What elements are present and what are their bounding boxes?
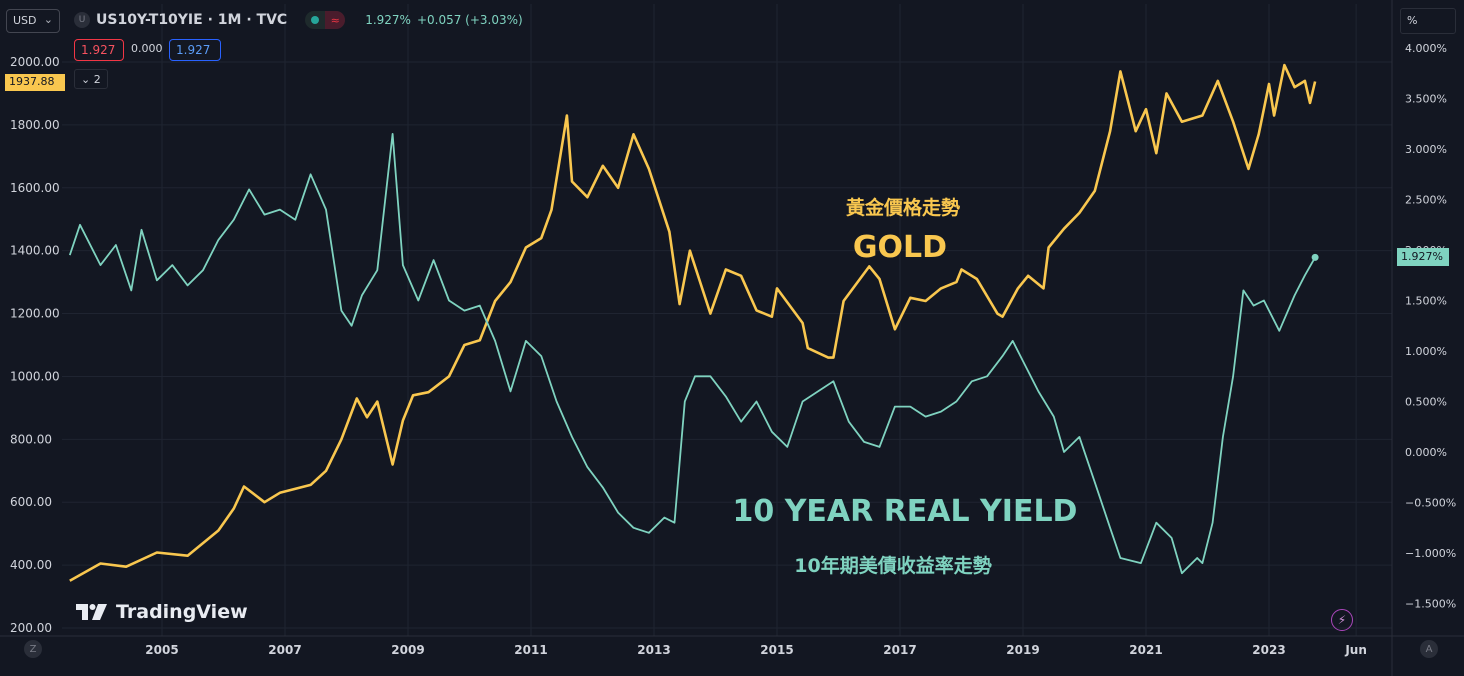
right-axis-tick: 4.000% — [1405, 42, 1447, 55]
tradingview-logo-icon — [76, 604, 107, 620]
yield-last-value-tag: 1.927% — [1397, 248, 1449, 266]
time-axis-tick: 2023 — [1252, 643, 1285, 657]
left-axis-tick: 1400.00 — [10, 244, 60, 258]
left-axis-tick: 400.00 — [10, 558, 52, 572]
time-axis-tick: 2011 — [514, 643, 547, 657]
time-axis: 2005 2007 2009 2011 2013 2015 2017 2019 2021 2023… — [145, 643, 1367, 657]
chevron-down-icon: ⌄ — [43, 13, 53, 26]
time-axis-tick: 2005 — [145, 643, 178, 657]
last-value: 1.927% — [365, 13, 411, 27]
left-axis-tick: 1000.00 — [10, 369, 60, 383]
time-axis-tick: 2007 — [268, 643, 301, 657]
chevron-down-icon: ⌄ — [81, 73, 91, 86]
left-axis-tick: 200.00 — [10, 621, 52, 635]
percent-unit-label: % — [1407, 14, 1418, 27]
right-axis-tick: 2.500% — [1405, 194, 1447, 207]
chart-annotation: 黃金價格走勢 — [846, 196, 960, 219]
right-axis-tick: −0.500% — [1405, 497, 1456, 510]
auto-scale-left-button[interactable]: Z — [24, 640, 42, 658]
time-axis-tick: Jun — [1344, 643, 1367, 657]
left-axis-tick: 1200.00 — [10, 307, 60, 321]
auto-scale-right-button[interactable]: A — [1420, 640, 1438, 658]
right-axis-tick: −1.000% — [1405, 547, 1456, 560]
currency-selector[interactable]: USD ⌄ — [6, 9, 60, 33]
indicators-toggle-button[interactable]: ⌄ 2 — [74, 69, 108, 89]
series-layer — [68, 63, 1319, 582]
spread-value: 0.000 — [131, 42, 163, 55]
symbol-title[interactable]: US10Y-T10YIE · 1M · TVC — [96, 12, 288, 28]
right-axis-tick: 3.500% — [1405, 93, 1447, 106]
real-yield-last-point — [1311, 253, 1319, 261]
right-axis-tick: 3.000% — [1405, 143, 1447, 156]
left-price-axis: 200.00 400.00 600.00 800.00 1000.00 1200.00 14… — [10, 55, 60, 635]
sell-price-button[interactable]: 1.927 — [74, 39, 124, 61]
real_yield-line — [68, 133, 1316, 575]
left-axis-tick: 2000.00 — [10, 55, 60, 69]
buy-price-button[interactable]: 1.927 — [169, 39, 221, 61]
currency-label: USD — [13, 14, 37, 27]
right-axis-tick: 1.000% — [1405, 345, 1447, 358]
left-axis-tick: 1800.00 — [10, 118, 60, 132]
time-axis-tick: 2013 — [637, 643, 670, 657]
market-open-dot-icon — [305, 11, 325, 29]
right-axis-tick: 0.500% — [1405, 396, 1447, 409]
right-axis-tick: 0.000% — [1405, 446, 1447, 459]
symbol-header: U US10Y-T10YIE · 1M · TVC ≈ 1.927% +0.05… — [74, 10, 523, 30]
left-axis-tick: 800.00 — [10, 432, 52, 446]
tradingview-logo-text: TradingView — [116, 601, 248, 623]
percent-scale-button[interactable]: % — [1400, 8, 1456, 34]
wave-icon: ≈ — [325, 11, 346, 29]
chart-annotation: 10 YEAR REAL YIELD — [733, 494, 1078, 529]
chart-annotation: 10年期美債收益率走勢 — [794, 554, 991, 577]
right-axis-tick: 1.500% — [1405, 295, 1447, 308]
chart-annotation: GOLD — [853, 230, 947, 265]
gold-last-price-tag: 1937.88 — [5, 74, 65, 91]
annotations: 黃金價格走勢 GOLD 10 YEAR REAL YIELD 10年期美債收益率走勢 — [733, 196, 1078, 577]
symbol-logo-icon: U — [74, 12, 90, 28]
time-axis-tick: 2009 — [391, 643, 424, 657]
gold-line — [69, 63, 1317, 582]
tradingview-logo[interactable]: TradingView — [76, 601, 248, 623]
left-axis-tick: 1600.00 — [10, 181, 60, 195]
time-axis-tick: 2019 — [1006, 643, 1039, 657]
right-percent-axis: −1.500% −1.000% −0.500% 0.000% 0.500% 1.000% 1… — [1405, 42, 1456, 611]
indicator-count: 2 — [93, 73, 101, 86]
left-axis-tick: 600.00 — [10, 495, 52, 509]
right-axis-tick: −1.500% — [1405, 598, 1456, 611]
change-value: +0.057 (+3.03%) — [416, 13, 523, 27]
time-axis-tick: 2015 — [760, 643, 793, 657]
time-axis-tick: 2021 — [1129, 643, 1162, 657]
lightning-icon[interactable]: ⚡ — [1331, 609, 1353, 631]
time-axis-tick: 2017 — [883, 643, 916, 657]
market-status-indicator[interactable]: ≈ — [305, 11, 346, 29]
